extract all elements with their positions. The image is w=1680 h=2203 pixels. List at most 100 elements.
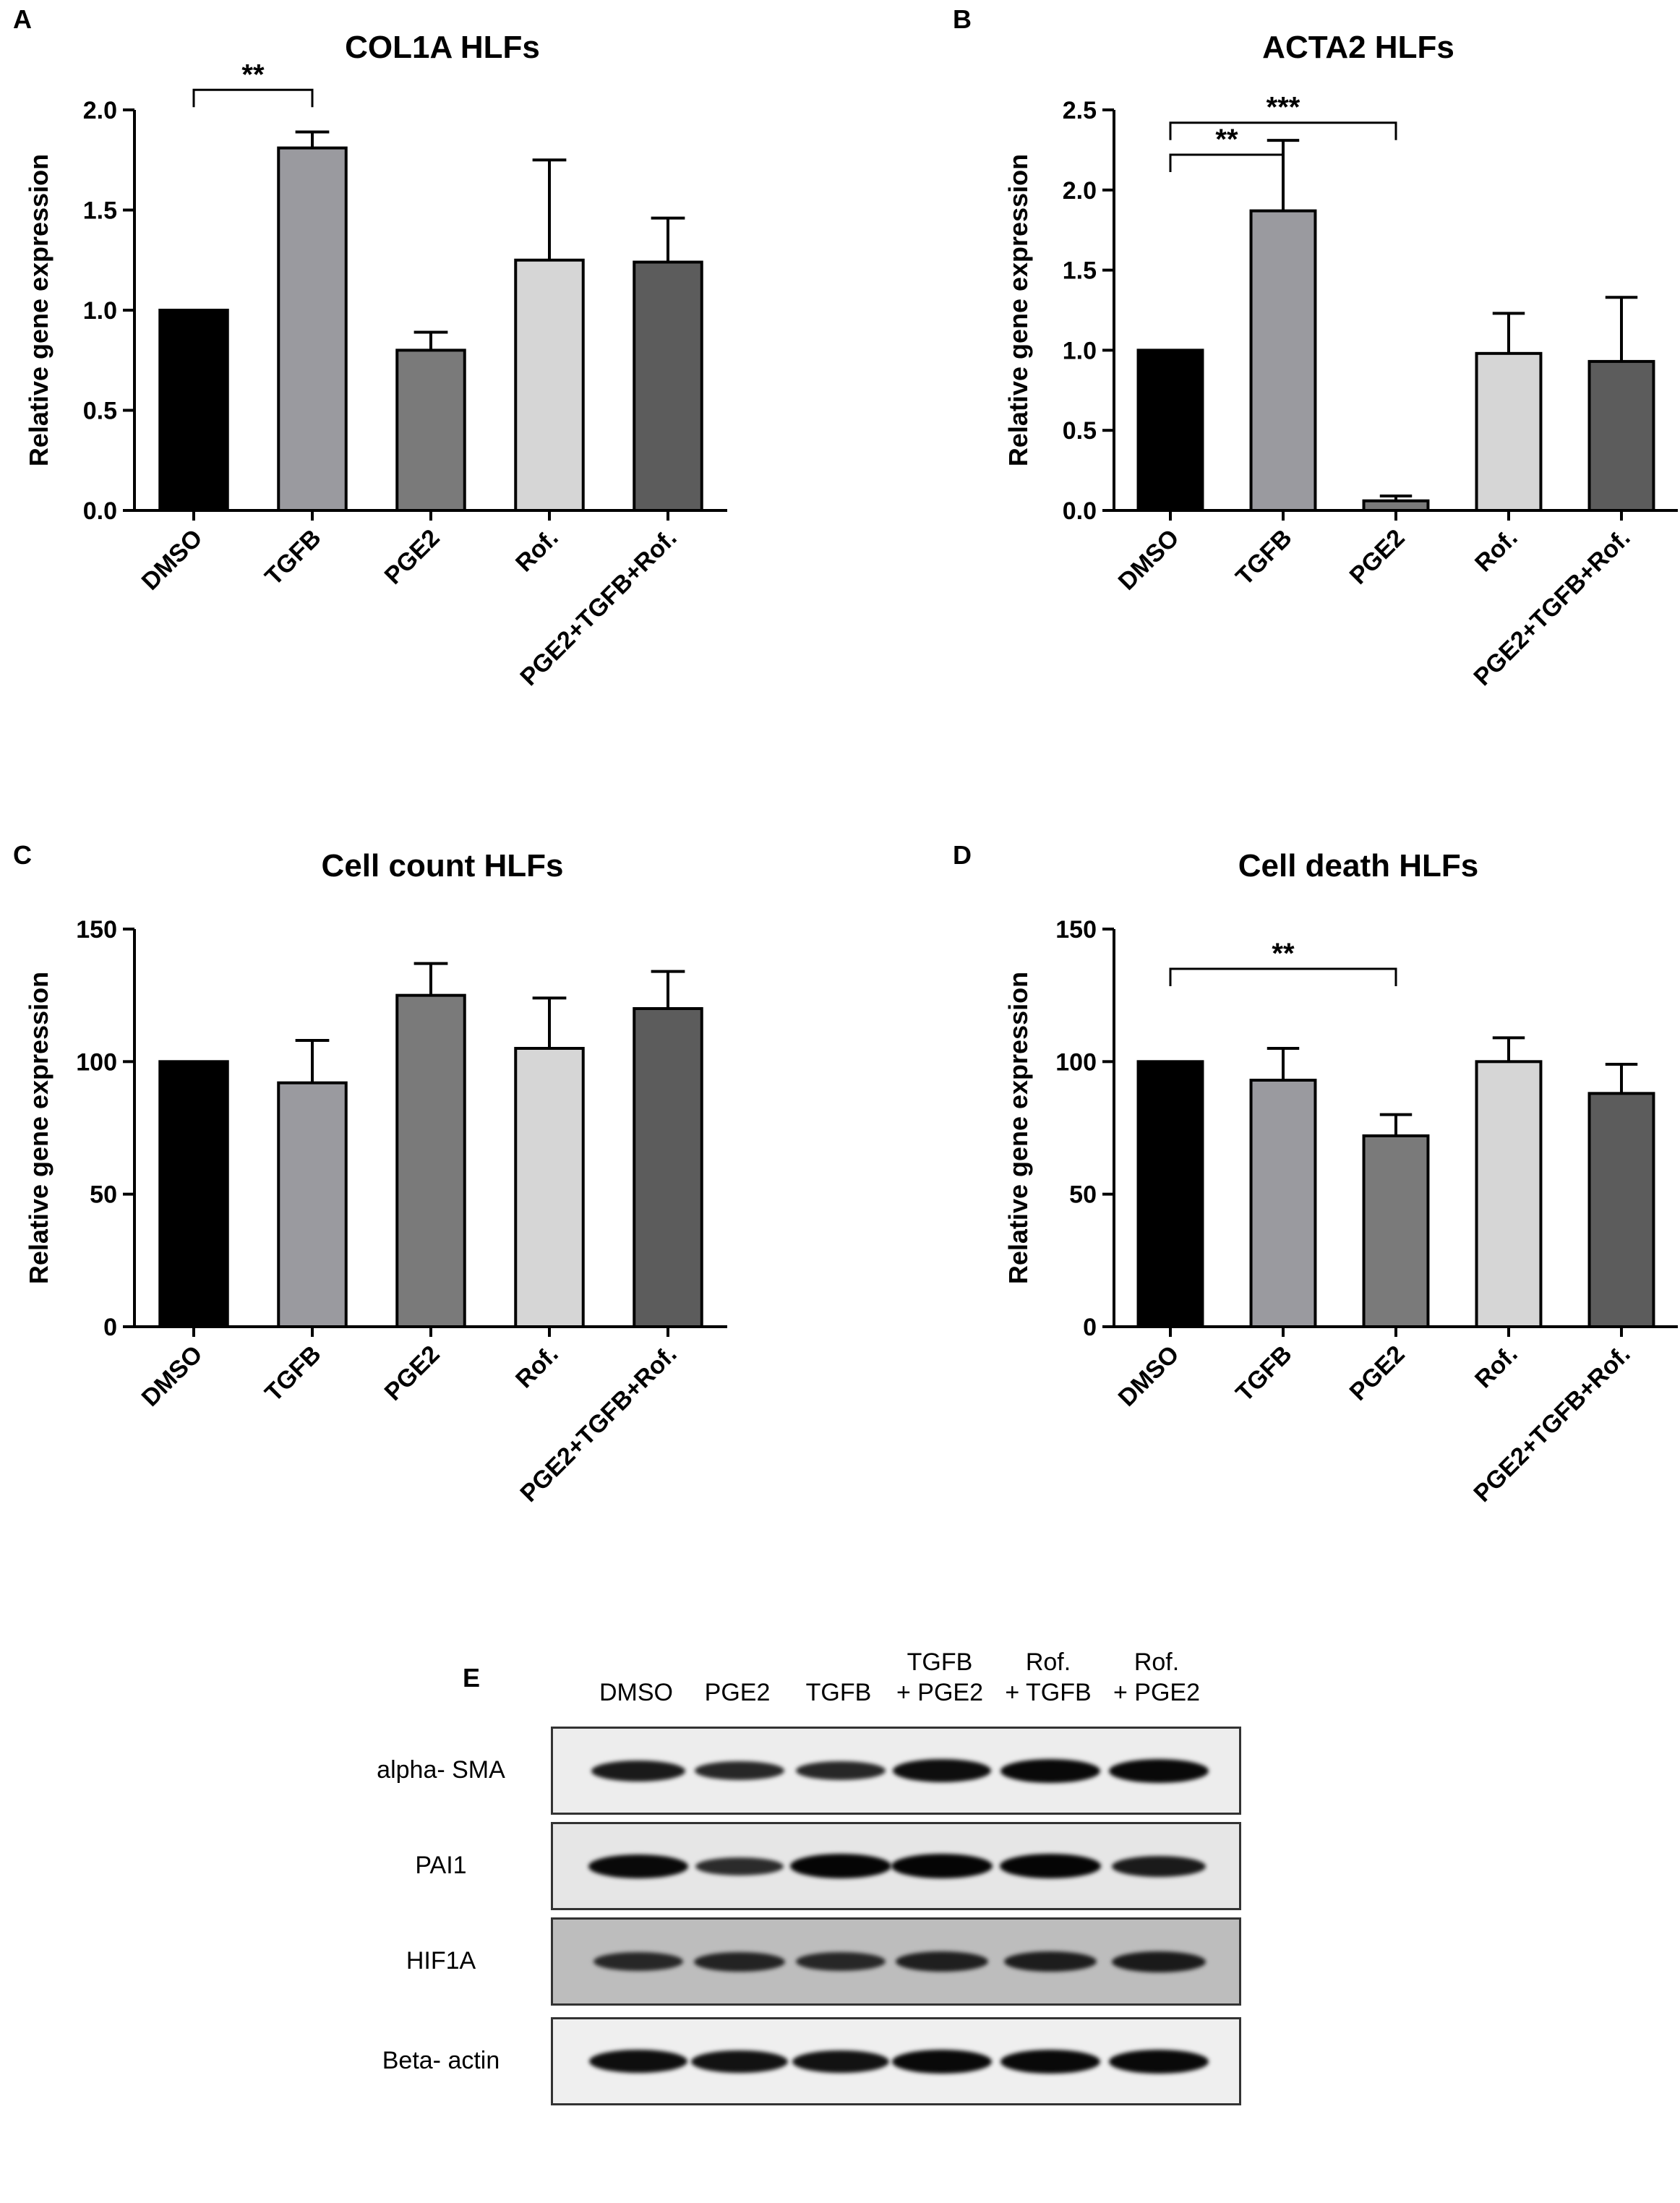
y-tick-label: 0 (1083, 1314, 1097, 1341)
blot-band (695, 1761, 784, 1780)
blot-band (1109, 1758, 1209, 1783)
bar (1249, 209, 1317, 512)
chart-title: ACTA2 HLFs (1262, 30, 1454, 65)
blot-row-label: PAI1 (415, 1852, 467, 1879)
blot-membrane (551, 1917, 1241, 2006)
y-tick-label: 1.0 (1063, 337, 1097, 364)
x-tick-label: PGE2 (1345, 1340, 1410, 1406)
blot-band (1003, 1951, 1097, 1972)
blot-band (1000, 2049, 1100, 2074)
chart-cell-death: Cell death HLFs Relative gene expression 0… (1003, 848, 1678, 1507)
blot-band (588, 1854, 688, 1878)
y-tick-label: 2.5 (1063, 97, 1097, 124)
bar (1136, 1060, 1204, 1329)
blot-membrane (551, 1727, 1241, 1815)
significance-bracket (192, 88, 314, 108)
significance-label: ** (1272, 938, 1295, 970)
bar (1249, 1079, 1317, 1328)
lane-header: Rof. + TGFB (990, 1647, 1106, 1708)
lane-header: PGE2 (680, 1647, 795, 1708)
x-tick-label: PGE2 (380, 524, 445, 590)
bar (1587, 1092, 1655, 1329)
y-tick-label: 0.0 (83, 497, 117, 525)
blot-band (891, 1854, 993, 1878)
lane-header-line2: + PGE2 (1113, 1679, 1200, 1706)
significance-label: ** (1215, 124, 1238, 155)
lane-header-line2: + TGFB (1005, 1679, 1092, 1706)
x-tick-label: DMSO (1113, 524, 1185, 596)
bar (158, 309, 229, 512)
y-tick-label: 0.5 (1063, 417, 1097, 445)
significance-bracket (1169, 967, 1397, 986)
bar (395, 348, 466, 512)
chart-cell-count: Cell count HLFs Relative gene expression 0… (24, 848, 727, 1507)
x-tick-label: Rof. (510, 524, 564, 578)
blot-band (694, 1951, 785, 1972)
x-tick-label: DMSO (1113, 1340, 1185, 1412)
lane-header-line2: DMSO (599, 1679, 673, 1706)
blot-row-label: HIF1A (406, 1947, 476, 1975)
x-tick-label: DMSO (137, 1340, 208, 1412)
bar (1475, 351, 1543, 512)
significance-bracket (1169, 153, 1285, 173)
lane-header-line2: PGE2 (704, 1679, 771, 1706)
y-tick-label: 0.5 (83, 398, 117, 425)
bar (514, 1047, 585, 1328)
x-tick-label: Rof. (1470, 1340, 1523, 1394)
blot-band (893, 1759, 991, 1782)
bar (158, 1060, 229, 1329)
bar (514, 258, 585, 512)
panel-letter-b: B (953, 4, 972, 34)
y-tick-label: 1.0 (83, 297, 117, 325)
blot-band (1000, 1758, 1100, 1783)
x-tick-label: PGE2 (380, 1340, 445, 1406)
significance-label: *** (1267, 92, 1300, 124)
blot-band (591, 1760, 685, 1781)
lane-header-line2: + PGE2 (896, 1679, 983, 1706)
x-tick-label: Rof. (510, 1340, 564, 1394)
blot-row-label: Beta- actin (382, 2047, 500, 2074)
y-tick-label: 2.0 (83, 97, 117, 124)
lane-header-line2: TGFB (805, 1679, 872, 1706)
x-tick-label: TGFB (260, 524, 326, 591)
x-tick-label: TGFB (1230, 1340, 1297, 1407)
y-axis-label: Relative gene expression (24, 154, 53, 466)
chart-acta2: ACTA2 HLFs Relative gene expression 0.0 0.5… (1003, 30, 1678, 691)
blot-band (691, 2050, 788, 2073)
y-tick-label: 150 (76, 916, 117, 944)
blot-band (593, 1952, 683, 1971)
bar (277, 1081, 348, 1328)
lane-header: Rof. + PGE2 (1099, 1647, 1214, 1708)
y-tick-label: 50 (90, 1181, 117, 1209)
x-tick-label: Rof. (1470, 524, 1523, 578)
lane-header-line1 (578, 1647, 694, 1677)
bar (1362, 499, 1430, 512)
bar (277, 146, 348, 512)
bar (395, 993, 466, 1328)
y-tick-label: 2.0 (1063, 177, 1097, 205)
bar (1362, 1134, 1430, 1328)
blot-membrane (551, 2017, 1241, 2105)
y-tick-label: 100 (76, 1048, 117, 1076)
bar (633, 260, 703, 512)
y-tick-label: 1.5 (1063, 257, 1097, 285)
blot-band (792, 2050, 889, 2073)
lane-header-line1 (680, 1647, 795, 1677)
panel-letter-e: E (463, 1663, 481, 1693)
blot-band (1112, 1951, 1206, 1972)
bar (1136, 348, 1204, 512)
blot-band (892, 2049, 992, 2074)
lane-header-line1: Rof. (1133, 1648, 1180, 1676)
bar (633, 1007, 703, 1328)
blot-band (896, 1951, 988, 1972)
panel-letter-a: A (13, 4, 32, 34)
blot-band (796, 1952, 886, 1971)
significance-label: ** (241, 59, 265, 90)
chart-title: Cell death HLFs (1238, 848, 1479, 884)
x-tick-label: DMSO (137, 524, 208, 596)
chart-title: Cell count HLFs (322, 848, 564, 884)
blot-band (695, 1857, 784, 1875)
lane-header: DMSO (578, 1647, 694, 1708)
